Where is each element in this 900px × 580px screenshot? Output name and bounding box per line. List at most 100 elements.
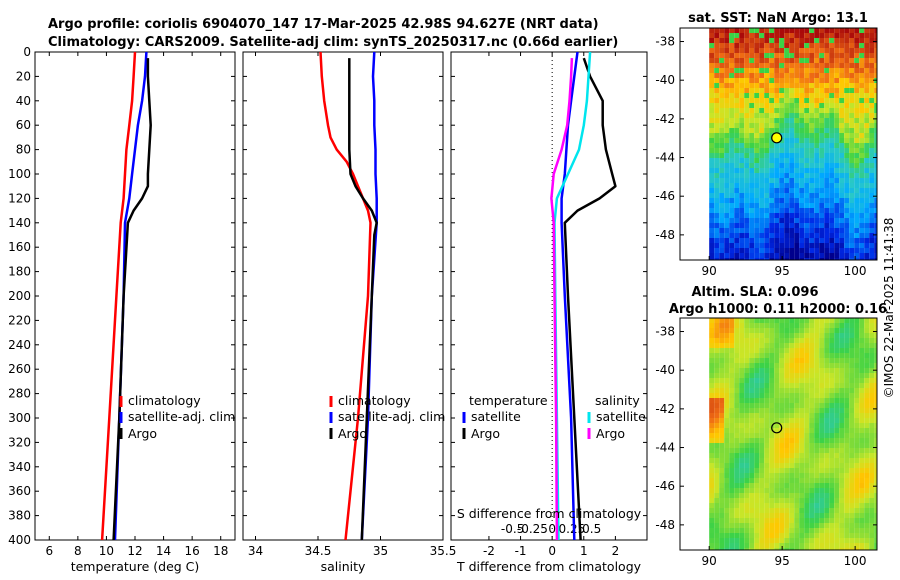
map-cell	[764, 243, 770, 248]
map-cell	[804, 68, 810, 73]
map-cell	[764, 453, 770, 458]
map-cell	[764, 253, 770, 258]
map-cell	[819, 343, 825, 348]
map-cell	[859, 408, 865, 413]
map-cell	[859, 243, 865, 248]
depth-tick-label: 360	[8, 484, 31, 498]
map-cell	[849, 518, 855, 523]
map-cell	[714, 498, 720, 503]
map-cell	[789, 443, 795, 448]
map-cell	[819, 403, 825, 408]
map-cell	[869, 218, 875, 223]
map-cell	[859, 173, 865, 178]
map-cell	[824, 33, 830, 38]
map-cell	[764, 468, 770, 473]
map-cell	[789, 498, 795, 503]
copyright-stamp: ©IMOS 22-Mar-2025 11:41:38	[882, 218, 896, 399]
map-cell	[749, 48, 755, 53]
map-cell	[754, 503, 760, 508]
map-cell	[864, 108, 870, 113]
map-cell	[719, 408, 725, 413]
map-cell	[754, 333, 760, 338]
map-cell	[799, 238, 805, 243]
map-cell	[874, 43, 877, 48]
lon-tick-label: 90	[702, 264, 717, 278]
map-cell	[804, 48, 810, 53]
map-cell	[869, 138, 875, 143]
map-cell	[844, 203, 850, 208]
map-cell	[859, 358, 865, 363]
map-cell	[774, 388, 780, 393]
map-cell	[809, 88, 815, 93]
map-cell	[869, 323, 875, 328]
map-cell	[859, 223, 865, 228]
map-cell	[804, 123, 810, 128]
map-cell	[819, 418, 825, 423]
map-cell	[829, 498, 835, 503]
map-cell	[814, 483, 820, 488]
t-difference-x-axis: -2 -1 0 1 2	[483, 52, 619, 558]
map-cell	[834, 63, 840, 68]
map-cell	[774, 333, 780, 338]
map-cell	[719, 238, 725, 243]
t-difference-label: T difference from climatology	[456, 559, 642, 574]
map-cell	[824, 93, 830, 98]
map-cell	[854, 243, 860, 248]
map-cell	[849, 393, 855, 398]
map-cell	[814, 253, 820, 258]
map-cell	[804, 513, 810, 518]
map-cell	[874, 93, 877, 98]
map-cell	[749, 438, 755, 443]
map-cell	[839, 193, 845, 198]
map-cell	[864, 198, 870, 203]
map-cell	[799, 143, 805, 148]
map-cell	[829, 33, 835, 38]
map-cell	[709, 228, 715, 233]
map-cell	[759, 173, 765, 178]
map-cell	[859, 128, 865, 133]
map-cell	[814, 333, 820, 338]
map-cell	[709, 33, 715, 38]
map-cell	[819, 528, 825, 533]
map-cell	[784, 238, 790, 243]
map-cell	[749, 253, 755, 258]
map-cell	[724, 393, 730, 398]
map-cell	[779, 443, 785, 448]
map-cell	[819, 503, 825, 508]
map-cell	[734, 118, 740, 123]
map-cell	[824, 53, 830, 58]
map-cell	[819, 98, 825, 103]
map-cell	[859, 368, 865, 373]
map-cell	[809, 398, 815, 403]
map-cell	[714, 68, 720, 73]
map-cell	[754, 98, 760, 103]
map-cell	[774, 523, 780, 528]
map-cell	[834, 473, 840, 478]
map-cell	[809, 128, 815, 133]
map-cell	[809, 253, 815, 258]
map-cell	[749, 528, 755, 533]
map-cell	[834, 363, 840, 368]
map-cell	[754, 118, 760, 123]
map-cell	[754, 73, 760, 78]
map-cell	[854, 68, 860, 73]
map-cell	[734, 103, 740, 108]
map-cell	[754, 48, 760, 53]
map-cell	[869, 258, 875, 260]
map-cell	[844, 523, 850, 528]
map-cell	[869, 88, 875, 93]
map-cell	[764, 168, 770, 173]
map-cell	[819, 158, 825, 163]
map-cell	[739, 28, 745, 33]
map-cell	[849, 493, 855, 498]
map-cell	[794, 318, 800, 323]
map-cell	[779, 123, 785, 128]
map-cell	[804, 88, 810, 93]
map-cell	[854, 63, 860, 68]
map-cell	[789, 173, 795, 178]
map-cell	[784, 243, 790, 248]
map-cell	[824, 473, 830, 478]
map-cell	[754, 63, 760, 68]
map-cell	[714, 463, 720, 468]
map-cell	[739, 368, 745, 373]
